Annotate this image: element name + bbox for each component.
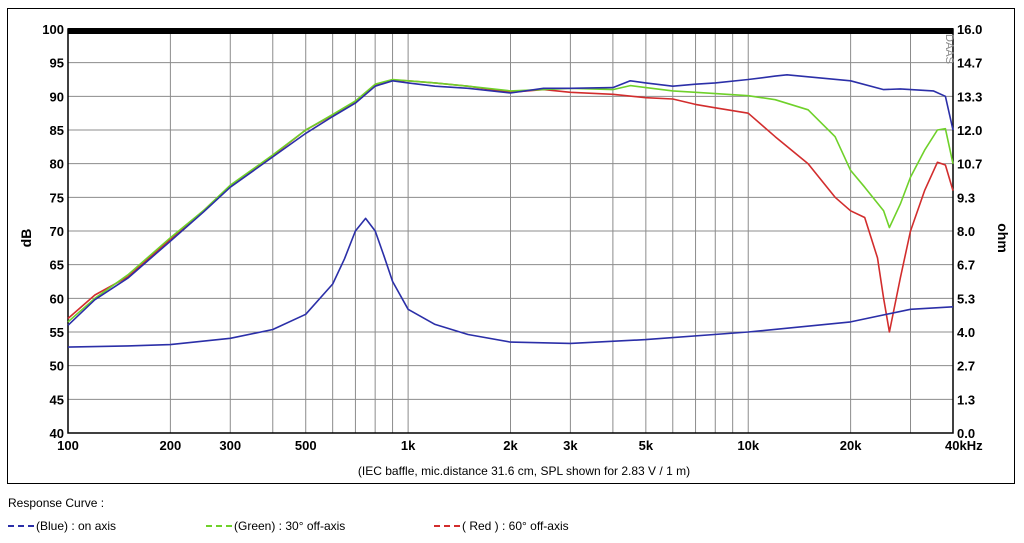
x-tick-label: 500 [295, 438, 317, 453]
x-tick-label: 5k [639, 438, 654, 453]
y-right-tick-label: 8.0 [957, 224, 975, 239]
y-right-tick-label: 9.3 [957, 190, 975, 205]
legend-swatch-red [434, 525, 460, 527]
x-tick-label: 300 [219, 438, 241, 453]
y-left-tick-label: 40 [50, 426, 64, 441]
y-right-tick-label: 2.7 [957, 359, 975, 374]
frequency-response-chart: 40 45 50 55 60 65 70 75 80 85 90 95 100 0.0 1.3 2.7 4.0 5… [18, 22, 1011, 478]
chart-subtitle: (IEC baffle, mic.distance 31.6 cm, SPL s… [358, 464, 690, 478]
legend-label-red: ( Red ) : 60° off-axis [462, 519, 569, 533]
y-right-tick-label: 10.7 [957, 157, 982, 172]
y-right-tick-label: 14.7 [957, 56, 982, 71]
x-tick-label: 100 [57, 438, 79, 453]
y-left-axis-label: dB [18, 229, 34, 248]
x-tick-label: 40kHz [945, 438, 983, 453]
legend-item-red: ( Red ) : 60° off-axis [434, 519, 569, 533]
y-left-tick-label: 100 [42, 22, 64, 37]
series-line-impedance [67, 217, 954, 348]
x-tick-label: 20k [840, 438, 862, 453]
y-left-tick-label: 95 [50, 56, 64, 71]
grid [67, 28, 954, 434]
x-tick-label: 3k [563, 438, 578, 453]
legend-label-green: (Green) : 30° off-axis [234, 519, 346, 533]
chart-frame: 40 45 50 55 60 65 70 75 80 85 90 95 100 0.0 1.3 2.7 4.0 5… [7, 8, 1015, 484]
y-left-tick-label: 45 [50, 392, 64, 407]
y-left-tick-label: 80 [50, 157, 64, 172]
y-right-tick-label: 1.3 [957, 392, 975, 407]
y-left-tick-label: 65 [50, 258, 64, 273]
series-line-green [67, 78, 954, 323]
tick-labels: 40 45 50 55 60 65 70 75 80 85 90 95 100 0.0 1.3 2.7 4.0 5… [42, 22, 983, 453]
legend: Response Curve : (Blue) : on axis (Green… [8, 496, 1008, 540]
curves [67, 74, 954, 348]
legend-title: Response Curve : [8, 496, 105, 510]
y-left-tick-label: 90 [50, 89, 64, 104]
y-right-tick-label: 16.0 [957, 22, 982, 37]
y-left-tick-label: 55 [50, 325, 64, 340]
series-line-blue [67, 74, 954, 326]
y-left-tick-label: 70 [50, 224, 64, 239]
y-right-tick-label: 4.0 [957, 325, 975, 340]
plot-top-band [68, 28, 953, 34]
y-left-tick-label: 85 [50, 123, 64, 138]
y-left-tick-label: 75 [50, 190, 64, 205]
daas-watermark: DAAS [943, 34, 955, 64]
legend-item-blue: (Blue) : on axis [8, 519, 116, 533]
y-right-tick-label: 13.3 [957, 89, 982, 104]
y-right-tick-label: 6.7 [957, 258, 975, 273]
y-left-tick-label: 50 [50, 359, 64, 374]
legend-swatch-blue [8, 525, 34, 527]
x-tick-label: 1k [401, 438, 416, 453]
y-right-tick-label: 0.0 [957, 426, 975, 441]
x-tick-label: 10k [737, 438, 759, 453]
legend-swatch-green [206, 525, 232, 527]
y-right-tick-label: 12.0 [957, 123, 982, 138]
y-right-axis-label: ohm [995, 223, 1011, 253]
y-right-tick-label: 5.3 [957, 291, 975, 306]
y-left-tick-label: 60 [50, 291, 64, 306]
legend-label-blue: (Blue) : on axis [36, 519, 117, 533]
x-tick-label: 200 [160, 438, 182, 453]
x-tick-label: 2k [503, 438, 518, 453]
legend-item-green: (Green) : 30° off-axis [206, 519, 345, 533]
